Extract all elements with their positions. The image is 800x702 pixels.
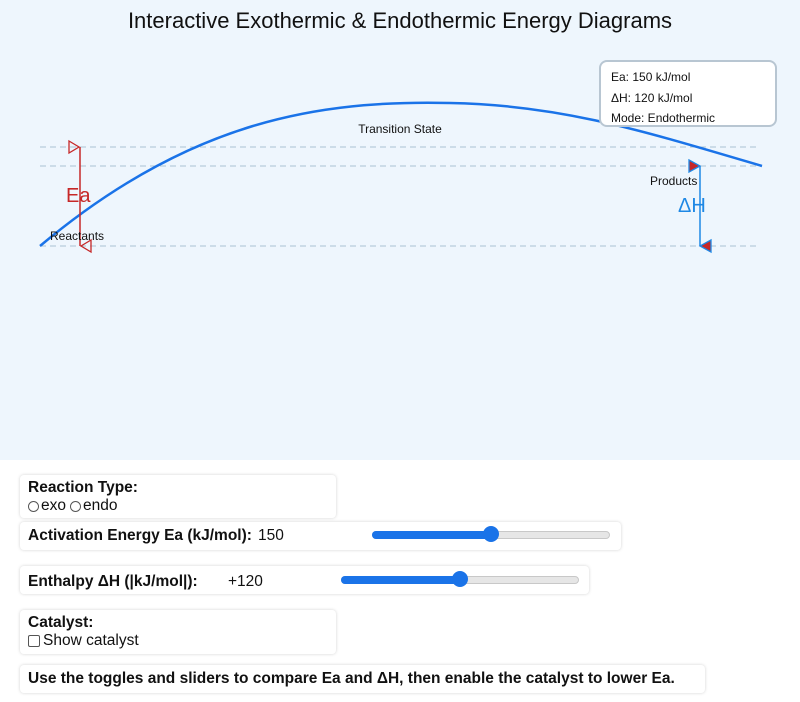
ea-arrow (68, 139, 92, 254)
activation-slider-thumb[interactable] (483, 526, 499, 542)
reaction-type-panel: Reaction Type: exo endo (20, 475, 336, 518)
catalyst-label: Catalyst: (28, 614, 94, 631)
instructions-text: Use the toggles and sliders to compare E… (28, 670, 675, 687)
tooltip-ea: Ea: 150 kJ/mol (611, 70, 691, 84)
enthalpy-label: Enthalpy ΔH (|kJ/mol|): (28, 573, 198, 590)
tooltip-mode: Mode: Endothermic (611, 111, 716, 125)
reactants-label: Reactants (50, 229, 104, 243)
energy-diagram-svg: Transition State Reactants Products Ea Δ… (39, 101, 763, 254)
activation-energy-value: 150 (258, 527, 284, 544)
show-catalyst-checkbox[interactable] (28, 635, 40, 647)
products-label: Products (650, 174, 697, 188)
reaction-type-options: exo endo (28, 497, 328, 515)
tooltip-dh: ΔH: 120 kJ/mol (611, 90, 693, 105)
catalyst-panel: Catalyst: Show catalyst (20, 610, 336, 654)
diagram-tooltip: Ea: 150 kJ/mol ΔH: 120 kJ/mol Mode: Endo… (599, 60, 777, 127)
reaction-type-label: Reaction Type: (28, 479, 138, 496)
show-catalyst-label[interactable]: Show catalyst (43, 632, 139, 649)
transition-state-label: Transition State (358, 122, 442, 136)
dh-label: ΔH (678, 195, 706, 217)
instructions-panel: Use the toggles and sliders to compare E… (20, 665, 705, 693)
endo-radio-label[interactable]: endo (83, 497, 118, 514)
reaction-curve (39, 101, 763, 247)
enthalpy-panel: Enthalpy ΔH (|kJ/mol|): +120 (20, 566, 589, 594)
exo-radio-label[interactable]: exo (41, 497, 66, 514)
enthalpy-slider-fill (341, 576, 460, 584)
activation-energy-label: Activation Energy Ea (kJ/mol): (28, 527, 252, 544)
energy-diagram: Transition State Reactants Products Ea Δ… (0, 0, 800, 460)
enthalpy-slider[interactable] (341, 571, 579, 587)
activation-energy-slider[interactable] (372, 526, 610, 542)
dh-arrow (688, 158, 712, 254)
activation-energy-panel: Activation Energy Ea (kJ/mol): 150 (20, 522, 621, 550)
ea-label: Ea (66, 185, 91, 207)
endo-radio[interactable] (70, 500, 81, 512)
activation-slider-fill (372, 531, 491, 539)
enthalpy-slider-thumb[interactable] (452, 571, 468, 587)
exo-radio[interactable] (28, 500, 39, 512)
page-title: Interactive Exothermic & Endothermic Ene… (127, 8, 673, 33)
catalyst-option: Show catalyst (28, 632, 328, 650)
enthalpy-value: +120 (228, 573, 263, 590)
